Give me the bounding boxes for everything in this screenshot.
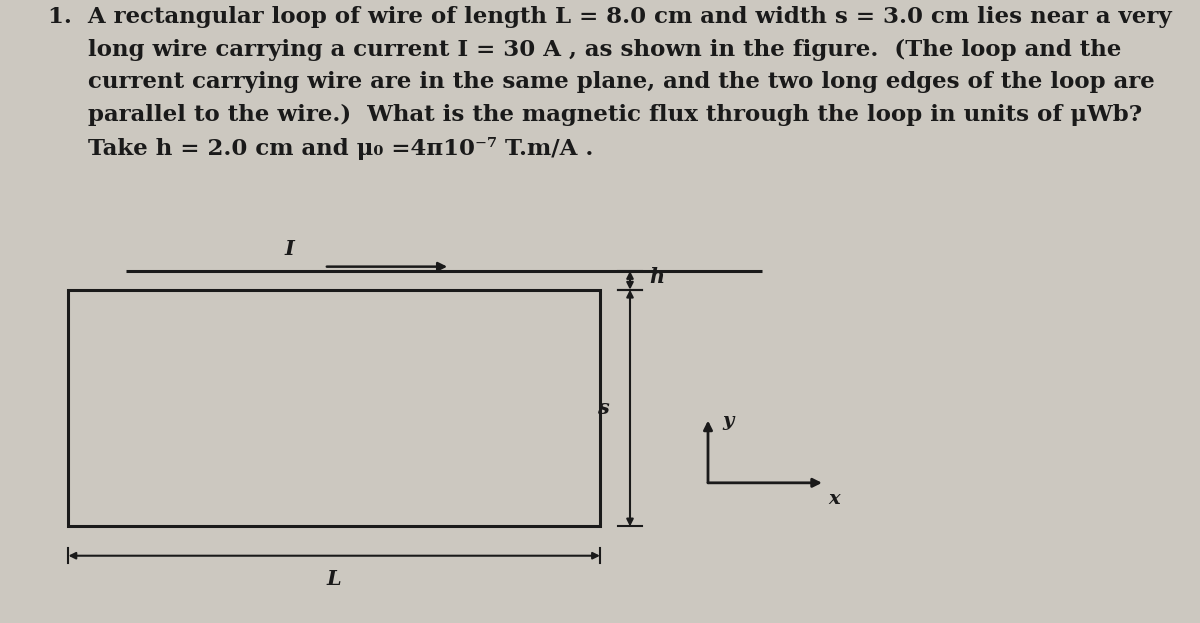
- Text: x: x: [828, 490, 840, 508]
- Text: s: s: [596, 398, 608, 418]
- Text: L: L: [326, 569, 342, 589]
- Text: h: h: [649, 267, 665, 287]
- Text: 1.  A rectangular loop of wire of length L = 8.0 cm and width s = 3.0 cm lies ne: 1. A rectangular loop of wire of length …: [48, 6, 1171, 160]
- Text: y: y: [722, 412, 733, 429]
- Text: I: I: [284, 239, 294, 259]
- Bar: [68, 290, 600, 526]
